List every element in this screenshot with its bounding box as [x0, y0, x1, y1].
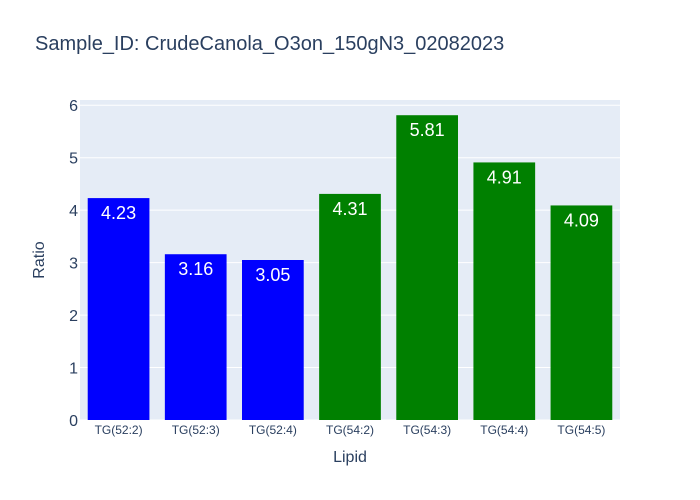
- bar-value-label: 4.31: [332, 199, 367, 219]
- bar-value-label: 4.09: [564, 210, 599, 230]
- bar: [319, 193, 381, 420]
- x-tick-label: TG(52:3): [172, 423, 220, 437]
- bars: [87, 115, 613, 421]
- bar-labels: 4.23 3.16 3.05 4.31 5.81 4.91 4.09: [101, 120, 599, 285]
- bar: [242, 260, 304, 420]
- bar: [164, 254, 227, 420]
- bar: [87, 198, 150, 420]
- y-tick-label: 3: [69, 256, 78, 273]
- y-axis-title: Ratio: [31, 241, 48, 278]
- x-tick-label: TG(52:4): [249, 423, 297, 437]
- bar: [550, 205, 613, 420]
- x-tick-label: TG(54:4): [480, 423, 528, 437]
- bar-value-label: 4.23: [101, 203, 136, 223]
- y-tick-label: 6: [69, 98, 78, 115]
- x-axis-ticks: TG(52:2) TG(52:3) TG(52:4) TG(54:2) TG(54:3)…: [95, 423, 606, 437]
- x-tick-label: TG(54:3): [403, 423, 451, 437]
- chart-title: Sample_ID: CrudeCanola_O3on_150gN3_02082…: [35, 33, 504, 55]
- bar-value-label: 4.91: [487, 167, 522, 187]
- y-tick-label: 0: [69, 413, 78, 430]
- y-tick-label: 1: [69, 361, 78, 378]
- y-axis-ticks: 0 1 2 3 4 5 6: [69, 98, 78, 430]
- bar-value-label: 3.05: [255, 265, 290, 285]
- x-axis-title: Lipid: [333, 449, 367, 466]
- bar-value-label: 3.16: [178, 259, 213, 279]
- y-tick-label: 2: [69, 308, 78, 325]
- bar: [473, 162, 536, 421]
- x-tick-label: TG(52:2): [95, 423, 143, 437]
- bar-value-label: 5.81: [410, 120, 445, 140]
- bar: [396, 115, 458, 421]
- x-tick-label: TG(54:2): [326, 423, 374, 437]
- x-tick-label: TG(54:5): [557, 423, 605, 437]
- y-tick-label: 4: [69, 203, 78, 220]
- y-tick-label: 5: [69, 151, 78, 168]
